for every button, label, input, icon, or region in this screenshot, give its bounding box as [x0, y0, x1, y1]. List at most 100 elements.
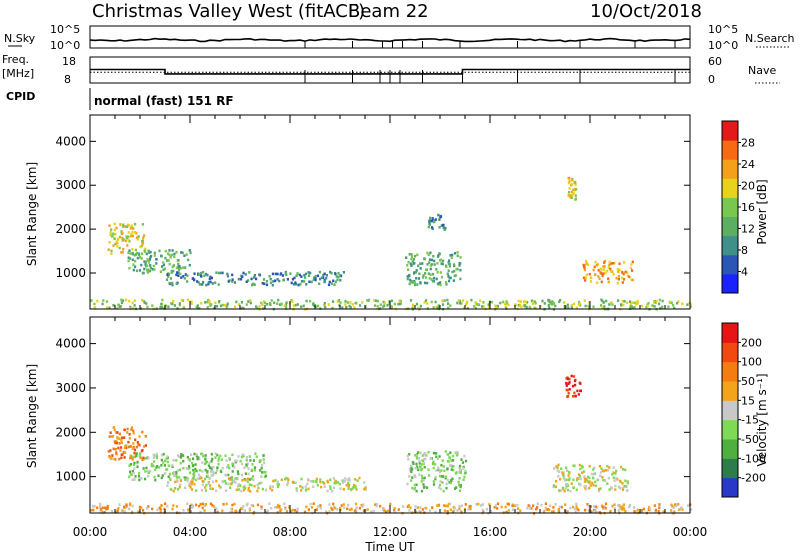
data-cell — [131, 457, 134, 461]
data-cell — [319, 506, 322, 510]
data-cell — [231, 462, 234, 466]
data-cell — [131, 469, 134, 473]
data-cell — [284, 507, 287, 511]
data-cell — [247, 489, 250, 492]
data-cell — [209, 470, 213, 473]
data-cell — [143, 260, 146, 263]
data-cell — [458, 477, 461, 480]
data-cell — [662, 510, 665, 514]
data-cell — [136, 460, 139, 464]
data-cell — [166, 460, 169, 464]
data-cell — [221, 271, 224, 275]
data-cell — [355, 502, 358, 506]
data-cell — [187, 509, 190, 512]
data-cell — [530, 507, 533, 510]
data-cell — [450, 468, 453, 471]
data-cell — [206, 470, 209, 473]
data-cell — [341, 481, 344, 484]
data-cell — [418, 473, 421, 476]
data-cell — [178, 476, 181, 479]
data-cell — [504, 305, 507, 308]
data-cell — [276, 480, 279, 484]
data-cell — [228, 457, 231, 460]
data-cell — [116, 307, 119, 310]
data-cell — [426, 251, 429, 255]
data-cell — [299, 485, 302, 488]
data-cell — [636, 508, 639, 512]
data-cell — [451, 477, 454, 481]
ytick-label: 1000 — [55, 470, 86, 484]
data-cell — [458, 466, 461, 470]
data-cell — [330, 506, 333, 510]
data-cell — [137, 235, 140, 238]
data-cell — [190, 302, 193, 305]
data-cell — [552, 301, 555, 305]
noise-spikes — [304, 41, 676, 48]
data-cell — [582, 470, 586, 473]
data-cell — [561, 486, 564, 490]
data-cell — [390, 305, 393, 309]
data-cell — [560, 467, 563, 470]
data-cell — [458, 261, 461, 265]
colorbar-swatch — [722, 419, 738, 440]
data-cell — [171, 283, 174, 287]
data-cell — [173, 252, 176, 256]
data-cell — [151, 507, 154, 511]
data-cell — [243, 484, 246, 488]
data-cell — [604, 479, 607, 482]
data-cell — [574, 194, 577, 197]
data-cell — [112, 447, 115, 451]
data-cell — [618, 268, 621, 272]
data-cell — [438, 218, 441, 221]
data-cell — [332, 279, 335, 283]
data-cell — [374, 503, 377, 506]
data-cell — [631, 278, 634, 282]
data-cell — [122, 238, 125, 241]
data-cell — [116, 245, 119, 248]
data-cell — [434, 510, 437, 514]
data-cell — [321, 481, 325, 484]
data-cell — [613, 261, 616, 265]
data-cell — [126, 427, 129, 431]
data-cell — [115, 226, 118, 230]
data-cell — [347, 481, 350, 485]
data-cell — [432, 483, 436, 486]
data-cell — [681, 508, 684, 511]
data-cell — [418, 459, 421, 463]
data-cell — [235, 300, 238, 304]
data-cell — [207, 298, 210, 302]
data-cell — [549, 504, 552, 508]
data-cell — [225, 459, 228, 462]
data-cell — [624, 509, 627, 513]
data-cell — [591, 481, 594, 485]
data-cell — [280, 508, 283, 511]
data-cell — [120, 301, 123, 304]
data-cell — [437, 213, 440, 217]
data-cell — [432, 220, 435, 224]
colorbar-tick-label: 24 — [741, 158, 755, 171]
beam-label: Beam 22 — [348, 1, 429, 22]
data-cell — [592, 305, 595, 308]
data-cell — [410, 257, 413, 261]
data-cell — [631, 269, 634, 272]
data-cell — [647, 508, 650, 511]
data-cell — [119, 223, 122, 226]
data-cell — [221, 466, 224, 470]
data-cell — [197, 281, 200, 284]
data-cell — [274, 279, 277, 283]
data-cell — [138, 478, 141, 482]
data-cell — [323, 272, 326, 276]
data-cell — [119, 449, 122, 452]
data-cell — [193, 272, 196, 275]
freq-series-line — [90, 68, 690, 75]
data-cell — [556, 469, 559, 472]
data-cell — [237, 455, 240, 458]
data-cell — [253, 274, 256, 277]
data-cell — [147, 457, 150, 460]
data-cell — [578, 463, 581, 467]
data-cell — [307, 274, 311, 277]
data-cell — [448, 279, 451, 283]
data-cell — [429, 216, 432, 220]
data-cell — [201, 479, 204, 483]
